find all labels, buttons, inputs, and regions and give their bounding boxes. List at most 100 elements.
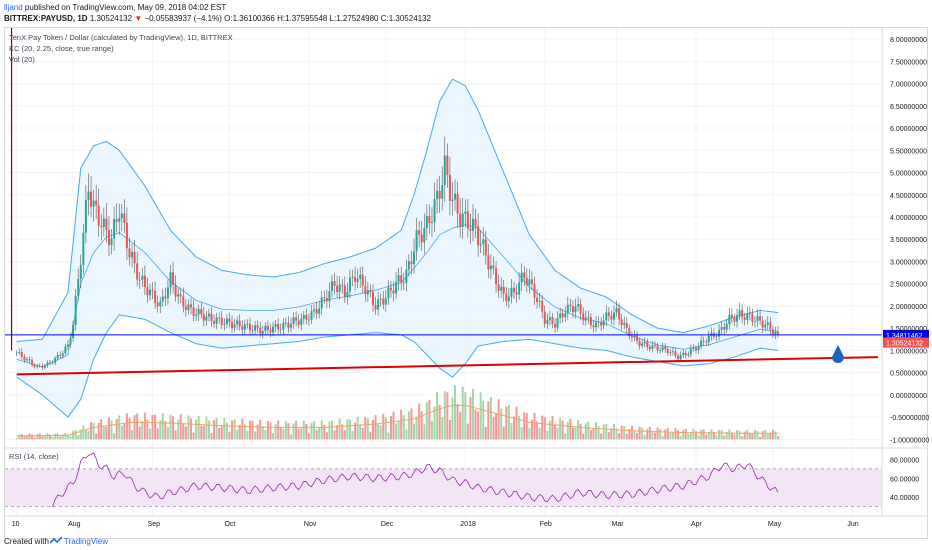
candle-body bbox=[248, 323, 251, 331]
candle-body bbox=[612, 312, 615, 320]
candle-body bbox=[589, 317, 592, 326]
volume-bar bbox=[154, 414, 157, 440]
volume-bar bbox=[138, 426, 141, 440]
volume-bar bbox=[174, 430, 177, 440]
volume-bar bbox=[569, 418, 572, 440]
volume-bar bbox=[74, 430, 77, 440]
volume-bar bbox=[200, 425, 203, 440]
candle-body bbox=[448, 174, 451, 202]
candle-body bbox=[456, 193, 459, 214]
volume-bar bbox=[507, 405, 510, 440]
legend-kc: KC (20, 2.25, close, true range) bbox=[9, 44, 114, 53]
volume-bar bbox=[64, 432, 67, 440]
candle-body bbox=[361, 274, 364, 286]
volume-bar bbox=[300, 427, 303, 440]
volume-bar bbox=[574, 427, 577, 440]
candle-body bbox=[243, 324, 246, 330]
volume-bar bbox=[136, 413, 139, 440]
candle-body bbox=[574, 306, 577, 313]
volume-bar bbox=[184, 426, 187, 440]
volume-bar bbox=[233, 419, 236, 440]
candle-body bbox=[669, 352, 672, 354]
tradingview-brand-link[interactable]: TradingView bbox=[64, 537, 109, 546]
volume-bar bbox=[684, 428, 687, 440]
candle-body bbox=[95, 200, 98, 206]
candle-body bbox=[233, 324, 236, 328]
volume-bar bbox=[484, 427, 487, 440]
volume-bar bbox=[500, 408, 503, 440]
candle-body bbox=[141, 275, 144, 280]
volume-bar bbox=[420, 411, 423, 440]
candle-body bbox=[61, 353, 64, 356]
candle-body bbox=[354, 276, 357, 282]
volume-bar bbox=[771, 429, 774, 440]
volume-bar bbox=[197, 415, 200, 440]
drop-marker-icon bbox=[832, 345, 844, 363]
candle-body bbox=[49, 362, 52, 364]
candle-body bbox=[295, 317, 298, 321]
volume-bar bbox=[243, 424, 246, 440]
candle-body bbox=[20, 352, 23, 357]
candle-body bbox=[184, 306, 187, 311]
volume-bar bbox=[402, 415, 405, 440]
candle-body bbox=[720, 327, 723, 330]
candle-body bbox=[700, 340, 703, 347]
candle-body bbox=[500, 286, 503, 291]
volume-bar bbox=[125, 413, 128, 440]
volume-bar bbox=[736, 429, 739, 440]
volume-bar bbox=[459, 411, 462, 440]
author-link[interactable]: lljand bbox=[4, 3, 23, 12]
price-tick-label: -0.50000000 bbox=[890, 415, 929, 422]
volume-bar bbox=[346, 419, 349, 440]
volume-bar bbox=[618, 433, 621, 440]
volume-bar bbox=[395, 423, 398, 440]
candle-body bbox=[610, 315, 613, 320]
volume-bar bbox=[156, 428, 159, 440]
candle-body bbox=[687, 354, 690, 356]
volume-bar bbox=[18, 434, 21, 440]
volume-bar bbox=[689, 432, 692, 440]
volume-bar bbox=[195, 419, 198, 440]
volume-bar bbox=[69, 435, 72, 440]
volume-bar bbox=[413, 423, 416, 440]
candle-body bbox=[372, 292, 375, 306]
candle-body bbox=[482, 239, 485, 244]
candle-body bbox=[305, 314, 308, 320]
candle-body bbox=[154, 290, 157, 303]
volume-bar bbox=[31, 434, 34, 440]
volume-bar bbox=[620, 425, 623, 440]
candle-body bbox=[502, 286, 505, 294]
volume-bar bbox=[161, 413, 164, 440]
volume-bar bbox=[623, 426, 626, 440]
candle-body bbox=[387, 287, 390, 299]
volume-bar bbox=[718, 429, 721, 440]
candle-body bbox=[213, 321, 216, 324]
volume-bar bbox=[520, 427, 523, 440]
candle-body bbox=[479, 243, 482, 246]
candle-body bbox=[220, 317, 223, 325]
time-tick-label: Apr bbox=[691, 521, 703, 528]
volume-bar bbox=[671, 432, 674, 440]
hline-price-label: 1.34811462 bbox=[886, 333, 923, 340]
volume-bar bbox=[292, 423, 295, 440]
candle-body bbox=[764, 324, 767, 328]
volume-bar bbox=[741, 436, 744, 440]
last-price: 1.30524132 bbox=[89, 14, 133, 23]
candle-body bbox=[118, 218, 121, 222]
candle-body bbox=[156, 302, 159, 307]
candle-body bbox=[161, 296, 164, 302]
candle-body bbox=[515, 292, 518, 295]
last-price-label: 1.30524132 bbox=[886, 341, 923, 348]
candle-body bbox=[651, 345, 654, 350]
volume-ma-line bbox=[16, 404, 779, 437]
volume-bar bbox=[530, 419, 533, 440]
candle-body bbox=[297, 320, 300, 325]
candle-body bbox=[628, 327, 631, 337]
volume-bar bbox=[256, 424, 259, 440]
candle-body bbox=[79, 265, 82, 279]
volume-bar bbox=[190, 418, 193, 440]
chart-pane[interactable] bbox=[4, 27, 928, 539]
candle-body bbox=[105, 218, 108, 230]
volume-bar bbox=[464, 392, 467, 440]
